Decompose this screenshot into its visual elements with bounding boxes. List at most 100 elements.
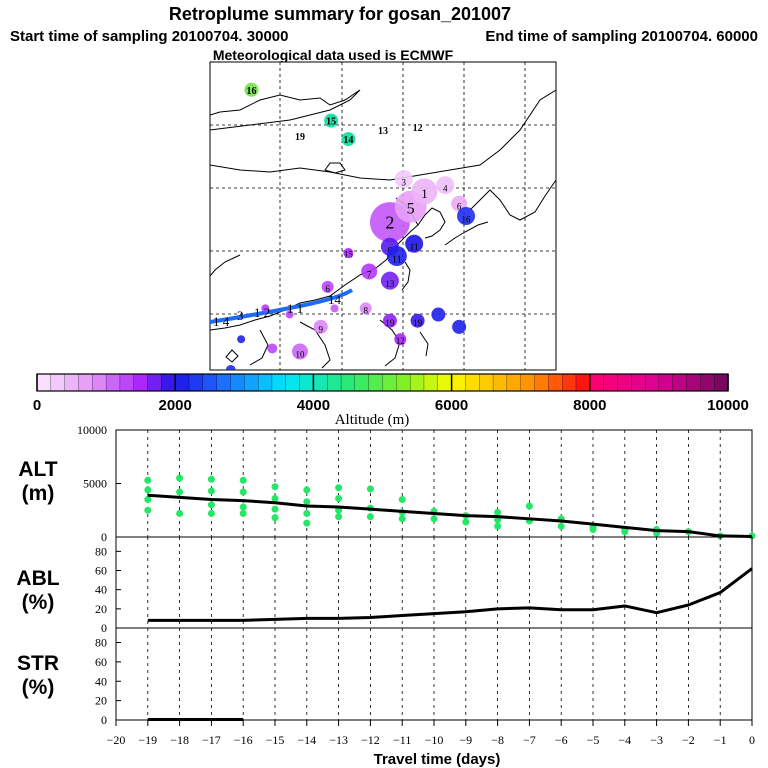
x-tick-label: −5: [587, 733, 600, 747]
alt-scatter-point: [525, 502, 533, 510]
map-cluster: [452, 319, 467, 334]
str-ytick-label: 80: [95, 636, 107, 650]
map-cluster-label: 9: [318, 324, 323, 334]
x-tick-label: −12: [361, 733, 380, 747]
str-ytick-label: 20: [95, 694, 107, 708]
x-tick-label: −1: [714, 733, 727, 747]
map-cluster-label: 19: [413, 318, 423, 328]
colorbar-cell: [534, 373, 549, 392]
map-cluster-label: 19: [385, 318, 395, 328]
str-panel-unit: (%): [22, 676, 55, 699]
x-tick-label: −4: [618, 733, 631, 747]
colorbar-title: Altitude (m): [335, 412, 410, 428]
alt-scatter-point: [176, 509, 184, 517]
alt-panel-label: ALT: [18, 458, 57, 481]
alt-scatter-point: [207, 487, 215, 495]
colorbar-cell: [92, 373, 107, 392]
map-cluster: [291, 343, 308, 360]
alt-scatter-point: [430, 515, 438, 523]
colorbar-cell: [700, 373, 715, 392]
alt-ytick-label: 5000: [83, 477, 107, 491]
alt-scatter-point: [239, 503, 247, 511]
colorbar-tick-label: 10000: [707, 397, 749, 414]
x-tick-label: −6: [555, 733, 568, 747]
map-day-marker: [292, 129, 307, 143]
colorbar-cell: [119, 373, 135, 392]
colorbar-cell: [313, 373, 328, 392]
map-cluster: [380, 271, 399, 290]
alt-scatter-point: [621, 528, 629, 536]
colorbar-cell: [244, 373, 259, 392]
map-cluster-label: 6: [457, 202, 462, 212]
map-cluster-label: 3: [402, 178, 407, 188]
x-tick-label: −13: [329, 733, 348, 747]
x-tick-label: −14: [297, 733, 316, 747]
map-cluster: [431, 307, 446, 322]
map-cluster-label: 12: [396, 336, 405, 346]
altitude-colorbar: 0 2000 4000 6000 8000 10000 Altitude (m): [33, 373, 749, 428]
map-cluster-label: 2: [385, 213, 394, 233]
map-cluster: [394, 333, 407, 346]
alt-scatter-point: [589, 526, 597, 534]
alt-scatter-point: [239, 488, 247, 496]
alt-scatter-point: [462, 518, 470, 526]
colorbar-cell: [161, 373, 176, 392]
x-tick-label: −15: [266, 733, 285, 747]
map-cluster: [261, 304, 270, 313]
map-cluster: [343, 247, 354, 258]
colorbar-cell: [451, 373, 467, 392]
map-cluster: [411, 178, 438, 205]
map-cluster-label: 6: [325, 284, 330, 294]
alt-scatter-point: [271, 494, 279, 502]
alt-panel: 0 5000 10000: [77, 423, 756, 544]
x-tick-label: −8: [491, 733, 504, 747]
met-data-label: Meteorological data used is ECMWF: [213, 47, 454, 63]
colorbar-cell: [548, 373, 563, 392]
alt-scatter-point: [494, 522, 502, 530]
map-day-label: 19: [295, 132, 305, 143]
alt-scatter-point: [239, 509, 247, 517]
alt-scatter-point: [366, 513, 374, 521]
map-day-marker: [244, 82, 259, 97]
map-day-label: 12: [413, 123, 423, 134]
alt-scatter-point: [176, 488, 184, 496]
colorbar-cell: [520, 373, 536, 392]
colorbar-cell: [631, 373, 646, 392]
colorbar-cell: [492, 373, 508, 392]
str-ytick-label: 60: [95, 655, 107, 669]
colorbar-cell: [202, 373, 218, 392]
abl-ytick-label: 20: [95, 602, 107, 616]
x-tick-label: −20: [107, 733, 126, 747]
x-tick-label: −18: [170, 733, 189, 747]
map-cluster-label: 1: [421, 186, 428, 201]
alt-scatter-point: [271, 505, 279, 513]
colorbar-cell: [133, 373, 149, 392]
colorbar-tick-label: 4000: [297, 397, 330, 414]
abl-ytick-label: 0: [101, 621, 107, 635]
colorbar-cell: [50, 373, 66, 392]
colorbar-cell: [575, 373, 591, 392]
x-tick-label: −10: [425, 733, 444, 747]
colorbar-cell: [465, 373, 480, 392]
map-cluster: [405, 234, 424, 253]
alt-scatter-point: [303, 498, 311, 506]
alt-scatter-point: [557, 522, 565, 530]
colorbar-cell: [409, 373, 425, 392]
colorbar-cell: [658, 373, 674, 392]
colorbar-cell: [396, 373, 411, 392]
x-tick-label: −2: [682, 733, 695, 747]
alt-scatter-point: [303, 509, 311, 517]
map-cluster: [394, 170, 413, 189]
colorbar-cell: [188, 373, 204, 392]
colorbar-cell: [686, 373, 702, 392]
colorbar-cell: [562, 373, 577, 392]
colorbar-cell: [230, 373, 245, 392]
track-label: 3: [237, 308, 244, 323]
map-cluster: [225, 365, 236, 370]
abl-panel-label: ABL: [16, 567, 59, 590]
map-cluster: [237, 335, 246, 344]
map-cluster: [313, 319, 328, 334]
alt-scatter-point: [144, 496, 152, 504]
map-day-marker: [341, 132, 356, 147]
map-cluster: [330, 304, 339, 313]
